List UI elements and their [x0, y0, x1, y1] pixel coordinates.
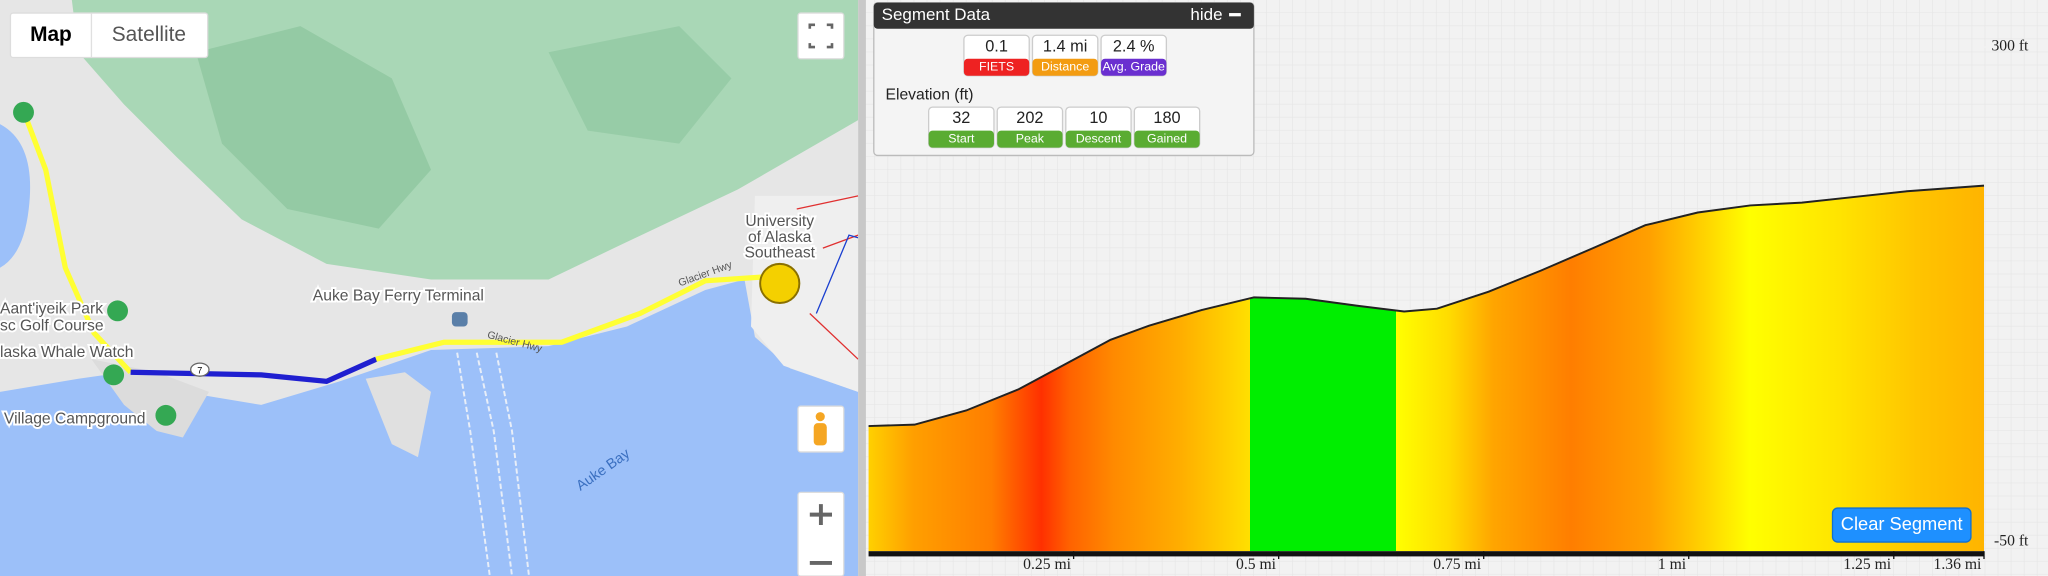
elev-value: 32: [952, 109, 970, 127]
satellite-tab[interactable]: Satellite: [112, 23, 186, 46]
x-tick-label: 0.5 mi: [1236, 556, 1277, 573]
stat-tag-bg: [1101, 58, 1167, 76]
clear-segment-button[interactable]: Clear Segment: [1831, 507, 1972, 543]
clear-segment-label[interactable]: Clear Segment: [1841, 513, 1963, 534]
route-shield: 7: [197, 365, 202, 375]
stat-label: Avg. Grade: [1102, 60, 1165, 74]
elevation-line: [868, 184, 1985, 428]
zoom-control[interactable]: [797, 491, 845, 576]
stat-label: FIETS: [979, 60, 1014, 74]
segment-panel: Segment Data hide Elevation (ft) 0.1 FIET…: [873, 1, 1255, 157]
fullscreen-button[interactable]: [797, 12, 845, 60]
poi-label: Aant'iyeik Park: [0, 301, 103, 318]
panel-title: Segment Data: [882, 5, 991, 24]
poi-label: of Alaska: [748, 229, 812, 246]
stat-tag-bg: [1032, 58, 1098, 76]
poi-label: Southeast: [744, 245, 815, 262]
map[interactable]: 7 University of Alaska Southeast Auke Ba…: [0, 0, 859, 576]
elev-tag-bg: [1134, 130, 1200, 148]
stat-tag-bg: [963, 58, 1030, 76]
x-axis-bar: [868, 551, 1984, 557]
elevation-area: [868, 185, 1984, 552]
map-type-control: [9, 12, 209, 59]
stat-label: Distance: [1041, 60, 1089, 74]
poi-label: Auke Bay Ferry Terminal: [313, 288, 484, 305]
hide-toggle[interactable]: hide: [1190, 5, 1222, 24]
elev-label: Descent: [1076, 131, 1122, 145]
stat-value: 2.4 %: [1113, 37, 1155, 55]
elev-value: 10: [1089, 109, 1107, 127]
elev-label: Start: [948, 131, 975, 145]
splitter[interactable]: [858, 0, 866, 576]
stat-value: 0.1: [985, 37, 1008, 55]
elev-label: Gained: [1147, 131, 1187, 145]
elev-label: Peak: [1016, 131, 1045, 145]
y-tick-label: -50 ft: [1994, 533, 2029, 550]
x-tick-label: 1 mi: [1658, 556, 1687, 573]
poi-label: University: [745, 213, 814, 230]
map-tab[interactable]: Map: [30, 23, 72, 46]
x-tick-label: 1.36 mi: [1934, 556, 1982, 573]
elevation-heading: Elevation (ft): [886, 86, 974, 103]
y-tick-label: 300 ft: [1991, 38, 2029, 55]
elev-value: 180: [1153, 109, 1180, 127]
x-tick-label: 1.25 mi: [1843, 556, 1891, 573]
x-tick-label: 0.25 mi: [1023, 556, 1071, 573]
stat-value: 1.4 mi: [1043, 37, 1087, 55]
poi-label: Village Campground: [4, 410, 146, 427]
poi-label: laska Whale Watch: [0, 344, 133, 361]
elev-tag-bg: [928, 130, 994, 148]
x-tick-label: 0.75 mi: [1433, 556, 1481, 573]
elev-tag-bg: [997, 130, 1063, 148]
poi-label: sc Golf Course: [0, 318, 104, 335]
elev-value: 202: [1016, 109, 1043, 127]
elev-tag-bg: [1065, 130, 1132, 148]
